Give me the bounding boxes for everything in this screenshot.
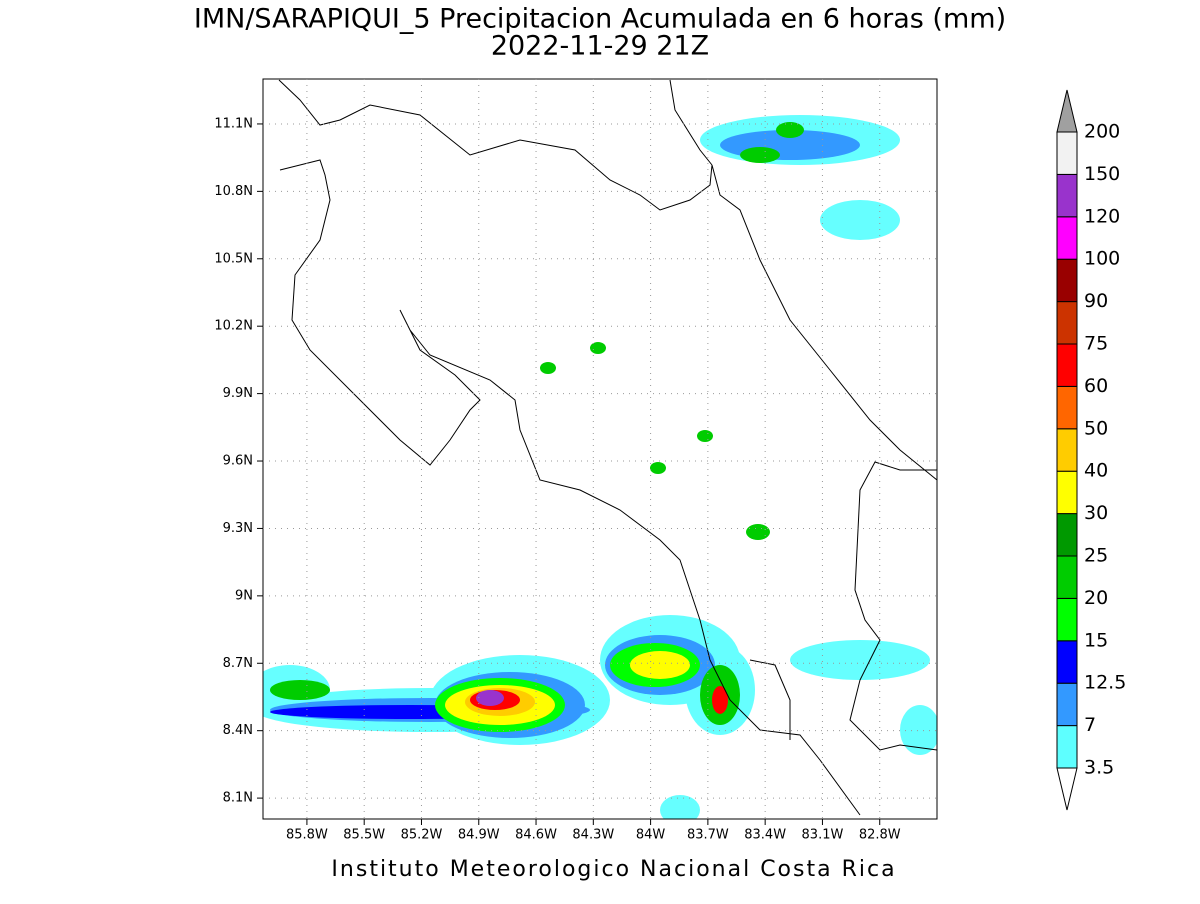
colorbar-segment [1056, 216, 1078, 260]
y-tick-label: 9.6N [223, 454, 253, 469]
x-tick-label: 85.5W [343, 828, 385, 843]
colorbar-label: 150 [1084, 163, 1120, 185]
x-tick-label: 83.7W [687, 828, 729, 843]
y-tick-label: 9.9N [223, 386, 253, 401]
x-tick-label: 84.3W [572, 828, 614, 843]
colorbar-label: 20 [1084, 587, 1108, 609]
colorbar-segment [1056, 173, 1078, 218]
colorbar-segment [1056, 343, 1078, 387]
y-tick-label: 8.7N [223, 656, 253, 671]
y-tick-label: 9.3N [223, 521, 253, 536]
x-tick-label: 82.8W [859, 828, 901, 843]
colorbar-segment [1056, 385, 1078, 430]
y-tick-label: 10.2N [214, 319, 253, 334]
colorbar-label: 25 [1084, 545, 1108, 567]
y-tick-label: 10.8N [214, 184, 253, 199]
colorbar-segment [1056, 725, 1078, 769]
colorbar-segment [1056, 555, 1078, 599]
colorbar-label: 50 [1084, 417, 1108, 439]
colorbar-label: 100 [1084, 248, 1120, 270]
title: IMN/SARAPIQUI_5 Precipitacion Acumulada … [194, 4, 1006, 35]
colorbar-label: 40 [1084, 460, 1108, 482]
colorbar-label: 60 [1084, 375, 1108, 397]
colorbar-segment [1056, 513, 1078, 557]
colorbar-segment [1056, 301, 1078, 345]
colorbar-label: 75 [1084, 333, 1108, 355]
coastlines [278, 79, 937, 816]
colorbar-over [1056, 89, 1078, 133]
footer: Instituto Meteorologico Nacional Costa R… [331, 857, 896, 882]
colorbar-label: 7 [1084, 714, 1096, 736]
colorbar-segment [1056, 597, 1078, 642]
colorbar-segment [1056, 682, 1078, 727]
colorbar-segment [1056, 131, 1078, 175]
colorbar-label: 90 [1084, 290, 1108, 312]
y-tick-label: 8.4N [223, 723, 253, 738]
colorbar-label: 120 [1084, 205, 1120, 227]
y-tick-label: 11.1N [214, 116, 253, 131]
x-tick-label: 85.8W [286, 828, 328, 843]
x-tick-label: 83.1W [802, 828, 844, 843]
colorbar-under [1056, 767, 1078, 811]
map-frame [262, 78, 938, 820]
x-tick-label: 84W [636, 828, 666, 843]
colorbar-label: 3.5 [1084, 757, 1114, 779]
colorbar-segment [1056, 470, 1078, 515]
y-tick-label: 10.5N [214, 251, 253, 266]
colorbar-label: 30 [1084, 502, 1108, 524]
colorbar-label: 12.5 [1084, 672, 1126, 694]
x-tick-label: 84.9W [458, 828, 500, 843]
x-tick-label: 85.2W [401, 828, 443, 843]
colorbar-segment [1056, 428, 1078, 472]
precip-field [263, 115, 937, 819]
x-tick-label: 83.4W [744, 828, 786, 843]
y-tick-label: 8.1N [223, 791, 253, 806]
colorbar-segment [1056, 640, 1078, 684]
subtitle: 2022-11-29 21Z [491, 31, 709, 62]
colorbar-label: 200 [1084, 121, 1120, 143]
y-tick-label: 9N [235, 588, 253, 603]
x-tick-label: 84.6W [515, 828, 557, 843]
colorbar-label: 15 [1084, 629, 1108, 651]
colorbar-segment [1056, 258, 1078, 303]
